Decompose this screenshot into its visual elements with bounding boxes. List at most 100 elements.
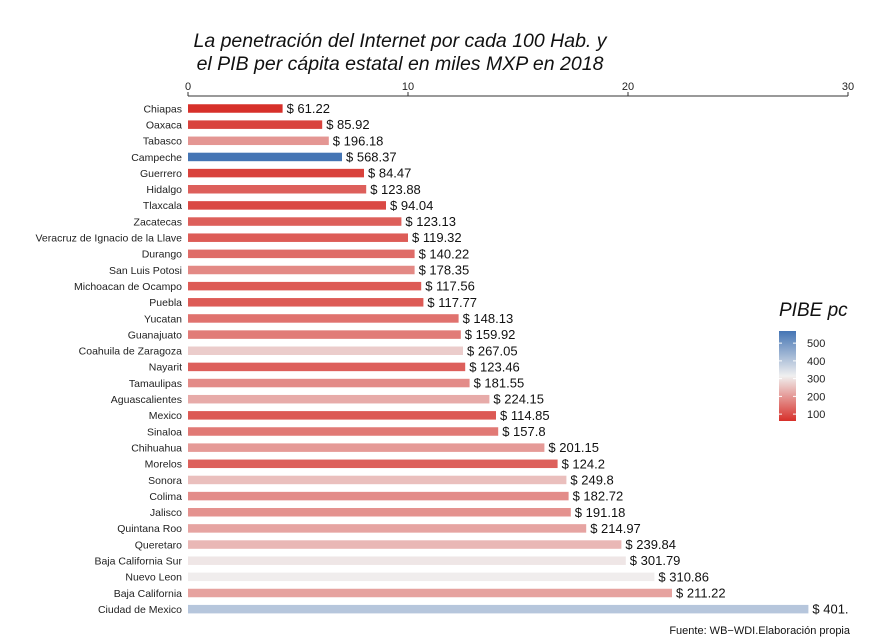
category-label: San Luis Potosi (109, 265, 182, 277)
bar (188, 346, 463, 355)
category-label: Tlaxcala (143, 200, 182, 212)
category-label: Puebla (149, 297, 182, 309)
category-label: Queretaro (135, 539, 182, 551)
bar (188, 168, 364, 178)
chart-title-line-1: La penetración del Internet por cada 100… (193, 30, 607, 52)
data-label: $ 124.2 (562, 456, 605, 471)
category-label: Hidalgo (146, 184, 182, 196)
bar (188, 298, 424, 307)
legend-tick-label: 500 (807, 338, 825, 350)
legend-tick-label: 100 (807, 409, 825, 421)
x-tick-label: 10 (402, 81, 414, 93)
data-label: $ 211.22 (676, 586, 726, 601)
data-label: $ 114.85 (500, 408, 550, 423)
data-label: $ 568.37 (346, 149, 397, 164)
data-label: $ 119.32 (412, 230, 462, 245)
category-label: Nayarit (149, 362, 182, 374)
bar (188, 152, 342, 162)
bar (188, 265, 415, 275)
category-label: Campeche (131, 152, 182, 164)
x-tick-label: 20 (622, 81, 634, 93)
bar (188, 411, 496, 420)
data-label: $ 214.97 (590, 521, 641, 536)
category-label: Sinaloa (147, 426, 182, 438)
bars: Chiapas $ 61.22 Oaxaca $ 85.92 Tabasco $ 196.… (35, 101, 848, 617)
category-label: Ciudad de Mexico (98, 604, 182, 616)
legend: 500 400 300 200 100 (779, 331, 825, 421)
chart-title-line-2: el PIB per cápita estatal en miles MXP e… (196, 53, 604, 75)
category-label: Baja California Sur (94, 556, 182, 568)
category-label: Sonora (148, 475, 182, 487)
legend-tick-label: 400 (807, 356, 825, 368)
data-label: $ 157.8 (502, 424, 545, 439)
data-label: $ 61.22 (287, 101, 330, 116)
data-label: $ 267.05 (467, 343, 518, 358)
data-label: $ 117.77 (427, 295, 477, 310)
data-label: $ 249.8 (570, 472, 613, 487)
bar (188, 201, 386, 210)
bar (188, 588, 672, 598)
category-label: Tabasco (143, 136, 182, 148)
legend-color-bar (779, 331, 796, 421)
data-label: $ 401. (812, 602, 848, 617)
bar (188, 475, 567, 485)
category-label: Quintana Roo (117, 523, 182, 535)
bar (188, 394, 490, 404)
legend-title: PIBE pc (779, 300, 848, 321)
chart-title: La penetración del Internet por cada 100… (150, 30, 650, 76)
x-tick-label: 0 (185, 81, 191, 93)
data-label: $ 239.84 (625, 537, 676, 552)
category-label: Aguascalientes (111, 394, 182, 406)
category-label: Morelos (145, 459, 182, 471)
source-note: Fuente: WB−WDI.Elaboración propia (669, 625, 850, 637)
data-label: $ 310.86 (658, 569, 709, 584)
data-label: $ 148.13 (463, 311, 514, 326)
category-label: Oaxaca (146, 119, 182, 131)
category-label: Nuevo Leon (125, 572, 182, 584)
bar (188, 233, 408, 242)
legend-tick-label: 300 (807, 374, 825, 386)
bar (188, 459, 558, 469)
bar (188, 524, 587, 533)
category-label: Zacatecas (134, 216, 182, 228)
category-label: Guanajuato (128, 329, 182, 341)
bar (188, 120, 323, 129)
bar (188, 556, 626, 565)
data-label: $ 196.18 (333, 133, 384, 148)
data-label: $ 123.46 (469, 359, 520, 374)
bar (188, 378, 470, 388)
data-label: $ 182.72 (573, 489, 624, 504)
bar (188, 330, 461, 339)
category-label: Mexico (149, 410, 182, 422)
category-label: Guerrero (140, 168, 182, 180)
bar (188, 249, 415, 259)
bar (188, 508, 571, 517)
data-label: $ 84.47 (368, 166, 411, 181)
data-label: $ 117.56 (425, 279, 475, 294)
category-label: Baja California (114, 588, 182, 600)
data-label: $ 201.15 (548, 440, 599, 455)
data-label: $ 181.55 (474, 376, 525, 391)
category-label: Chiapas (143, 103, 182, 115)
data-label: $ 191.18 (575, 505, 626, 520)
bar (188, 314, 459, 323)
bar (188, 136, 329, 146)
bar (188, 604, 809, 614)
data-label: $ 123.88 (370, 182, 421, 197)
data-label: $ 301.79 (630, 553, 681, 568)
bar (188, 104, 283, 113)
bar (188, 427, 499, 436)
category-label: Veracruz de Ignacio de la Llave (35, 233, 182, 245)
bar (188, 572, 655, 582)
bar (188, 491, 569, 501)
data-label: $ 123.13 (405, 214, 456, 229)
data-label: $ 94.04 (390, 198, 433, 213)
category-label: Chihuahua (131, 442, 182, 454)
data-label: $ 159.92 (465, 327, 516, 342)
x-axis: 0 10 20 30 (185, 81, 854, 97)
category-label: Colima (149, 491, 182, 503)
category-label: Coahuila de Zaragoza (79, 346, 182, 358)
data-label: $ 178.35 (419, 263, 470, 278)
category-label: Tamaulipas (129, 378, 182, 390)
